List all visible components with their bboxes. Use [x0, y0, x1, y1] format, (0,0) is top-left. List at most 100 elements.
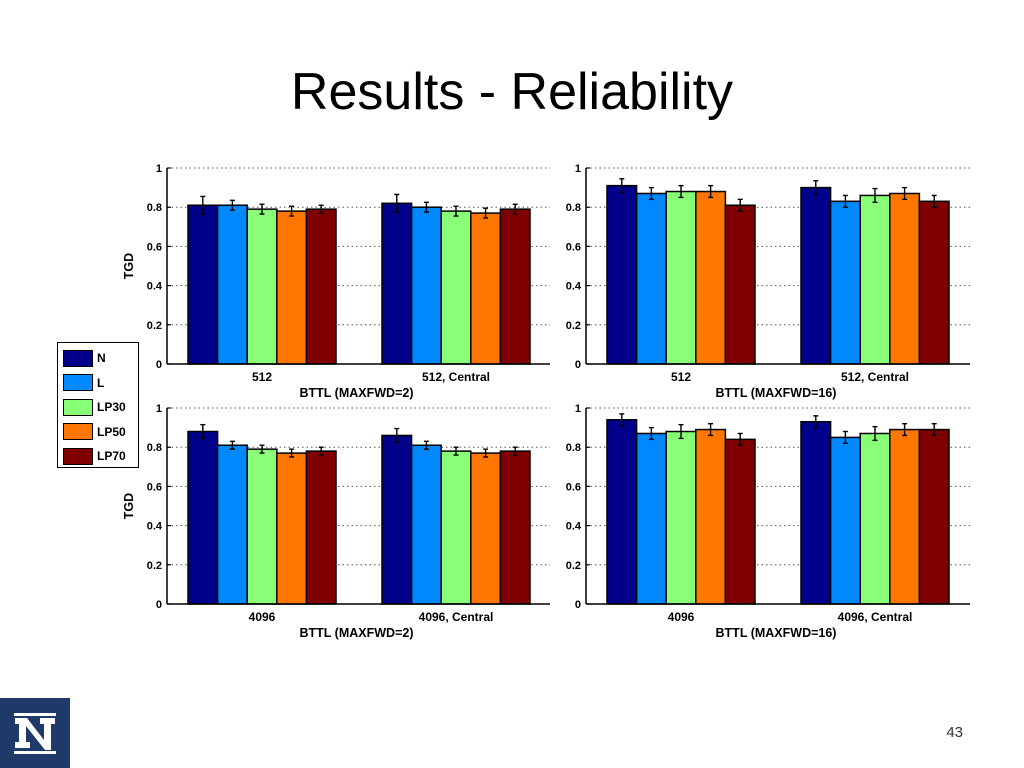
bar-n	[187, 204, 219, 365]
bar-lp50	[470, 212, 502, 365]
y-tick-label: 0.2	[566, 560, 581, 572]
legend-item-lp30: LP30	[63, 395, 138, 420]
x-category-label: 512, Central	[422, 370, 490, 384]
legend-item-lp50: LP50	[63, 420, 138, 445]
bar-lp70	[918, 428, 950, 605]
bar-lp70	[499, 208, 531, 365]
x-category-label: 512	[671, 370, 691, 384]
y-tick-label: 0.8	[147, 442, 162, 454]
bar-l	[829, 200, 861, 365]
bar-lp70	[305, 208, 337, 365]
legend-label: N	[97, 351, 106, 366]
legend-item-n: N	[63, 346, 138, 371]
bar-lp50	[889, 192, 921, 365]
y-tick-label: 0	[575, 599, 581, 611]
bar-lp50	[695, 190, 727, 365]
y-tick-label: 1	[156, 403, 162, 415]
bar-l	[410, 206, 442, 365]
bar-n	[187, 430, 219, 605]
y-tick-label: 0.8	[566, 442, 581, 454]
bar-l	[410, 444, 442, 605]
x-axis-label: BTTL (MAXFWD=16)	[716, 626, 837, 640]
bar-l	[829, 436, 861, 605]
legend: N L LP30 LP50 LP70	[57, 342, 139, 468]
legend-swatch	[63, 423, 93, 441]
chart-panel-1: 0 0.2 0.4 0.6 0.8 1 512 512, Central BTTL (MAXFW…	[122, 163, 550, 400]
bar-lp70	[305, 450, 337, 605]
y-tick-label: 0.8	[566, 202, 581, 214]
bar-n	[606, 184, 638, 365]
bar-n	[800, 420, 832, 605]
legend-swatch	[63, 447, 93, 465]
bar-n	[800, 186, 832, 365]
bar-lp50	[695, 428, 727, 605]
y-tick-label: 0.2	[566, 320, 581, 332]
y-tick-label: 0.4	[566, 521, 582, 533]
bar-lp70	[918, 200, 950, 365]
bar-lp70	[724, 204, 756, 365]
bar-lp50	[470, 452, 502, 605]
bar-lp50	[889, 428, 921, 605]
bar-l	[216, 444, 248, 605]
x-category-label: 512, Central	[841, 370, 909, 384]
bar-lp30	[859, 194, 891, 365]
bar-n	[606, 419, 638, 605]
legend-item-l: L	[63, 371, 138, 396]
bar-lp30	[859, 432, 891, 605]
page-number: 43	[946, 724, 963, 741]
y-tick-label: 0	[156, 599, 162, 611]
x-axis-label: BTTL (MAXFWD=2)	[300, 386, 414, 400]
bar-n	[381, 434, 413, 605]
x-category-label: 512	[252, 370, 272, 384]
bar-l	[635, 192, 667, 365]
y-tick-label: 0.6	[566, 241, 581, 253]
y-tick-label: 0.6	[147, 481, 162, 493]
y-tick-label: 0.8	[147, 202, 162, 214]
bar-lp30	[665, 190, 697, 365]
university-logo	[0, 698, 70, 768]
chart-panel-2: 0 0.2 0.4 0.6 0.8 1 512 512, Central BTTL (MAXFW…	[566, 163, 970, 400]
legend-label: L	[97, 375, 105, 390]
bar-lp30	[440, 450, 472, 605]
bar-l	[216, 204, 248, 365]
x-category-label: 4096	[668, 610, 695, 624]
x-category-label: 4096, Central	[419, 610, 494, 624]
y-tick-label: 0.6	[147, 241, 162, 253]
y-tick-label: 0.2	[147, 320, 162, 332]
chart-panel-3: 0 0.2 0.4 0.6 0.8 1 4096 4096, Central BTTL (MAX…	[122, 403, 550, 640]
bar-lp30	[246, 208, 278, 365]
y-tick-label: 0.4	[147, 521, 163, 533]
y-tick-label: 0	[156, 359, 162, 371]
y-axis-label: TGD	[122, 493, 136, 519]
x-axis-label: BTTL (MAXFWD=2)	[300, 626, 414, 640]
legend-swatch	[63, 374, 93, 392]
legend-swatch	[63, 349, 93, 367]
legend-item-lp70: LP70	[63, 444, 138, 469]
legend-label: LP30	[97, 400, 126, 415]
y-tick-label: 0.6	[566, 481, 581, 493]
bar-lp30	[665, 430, 697, 605]
legend-swatch	[63, 398, 93, 416]
y-tick-label: 1	[156, 163, 162, 175]
bar-n	[381, 202, 413, 365]
bar-l	[635, 432, 667, 605]
slide-title: Results - Reliability	[290, 63, 734, 121]
bar-lp30	[246, 448, 278, 605]
bar-lp30	[440, 210, 472, 365]
y-tick-label: 0.4	[147, 281, 163, 293]
y-tick-label: 1	[575, 403, 581, 415]
legend-label: LP50	[97, 424, 126, 439]
x-axis-label: BTTL (MAXFWD=16)	[716, 386, 837, 400]
x-category-label: 4096	[249, 610, 276, 624]
legend-label: LP70	[97, 449, 126, 464]
bar-lp70	[499, 450, 531, 605]
y-tick-label: 1	[575, 163, 581, 175]
bar-lp70	[724, 438, 756, 605]
y-tick-label: 0.4	[566, 281, 582, 293]
y-tick-label: 0.2	[147, 560, 162, 572]
y-axis-label: TGD	[122, 253, 136, 279]
bar-lp50	[276, 210, 308, 365]
x-category-label: 4096, Central	[838, 610, 913, 624]
